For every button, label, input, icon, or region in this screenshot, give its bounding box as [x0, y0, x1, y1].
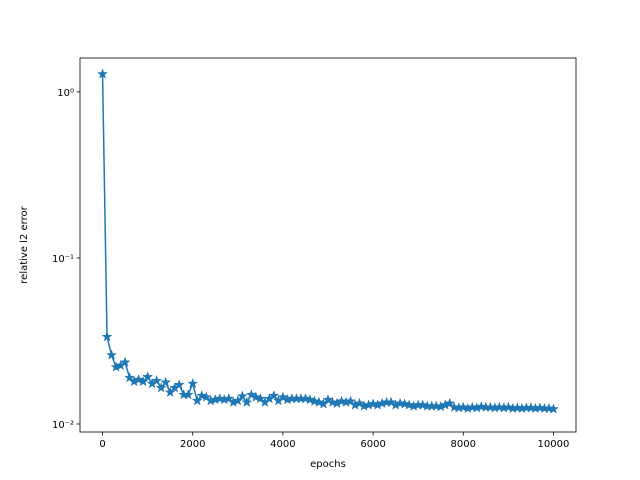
marker	[236, 390, 248, 401]
marker	[250, 391, 262, 402]
marker	[119, 356, 131, 368]
marker	[137, 375, 149, 387]
marker	[241, 396, 253, 408]
marker	[97, 68, 109, 79]
y-tick-label: 10⁻²	[52, 420, 74, 431]
marker	[277, 391, 289, 402]
x-axis-label: epochs	[310, 459, 346, 470]
marker	[385, 396, 397, 408]
marker	[245, 388, 257, 400]
x-tick-label: 4000	[270, 439, 295, 450]
x-tick-label: 0	[99, 439, 105, 450]
y-axis-label: relative l2 error	[19, 205, 30, 283]
marker	[155, 382, 167, 393]
x-tick-label: 6000	[360, 439, 385, 450]
y-tick-label: 10⁻¹	[52, 254, 74, 265]
marker	[142, 371, 154, 382]
marker	[101, 331, 113, 342]
marker	[106, 349, 118, 360]
x-tick-label: 2000	[180, 439, 205, 450]
y-tick-label: 10⁰	[57, 88, 74, 99]
marker	[196, 389, 208, 401]
x-tick-label: 10000	[538, 439, 570, 450]
marker	[232, 395, 244, 406]
marker	[322, 393, 334, 405]
marker	[187, 377, 199, 389]
marker	[304, 393, 316, 405]
marker	[133, 373, 145, 385]
marker	[547, 403, 559, 414]
marker	[160, 376, 172, 388]
marker	[444, 397, 456, 409]
x-tick-label: 8000	[451, 439, 476, 450]
plot-frame	[79, 57, 577, 433]
marker	[313, 396, 325, 408]
marker	[182, 388, 194, 400]
marker	[151, 375, 163, 386]
line	[101, 74, 554, 410]
marker	[191, 395, 203, 406]
marker	[173, 379, 185, 390]
marker	[124, 371, 136, 383]
marker	[268, 389, 280, 401]
marker	[354, 397, 366, 409]
